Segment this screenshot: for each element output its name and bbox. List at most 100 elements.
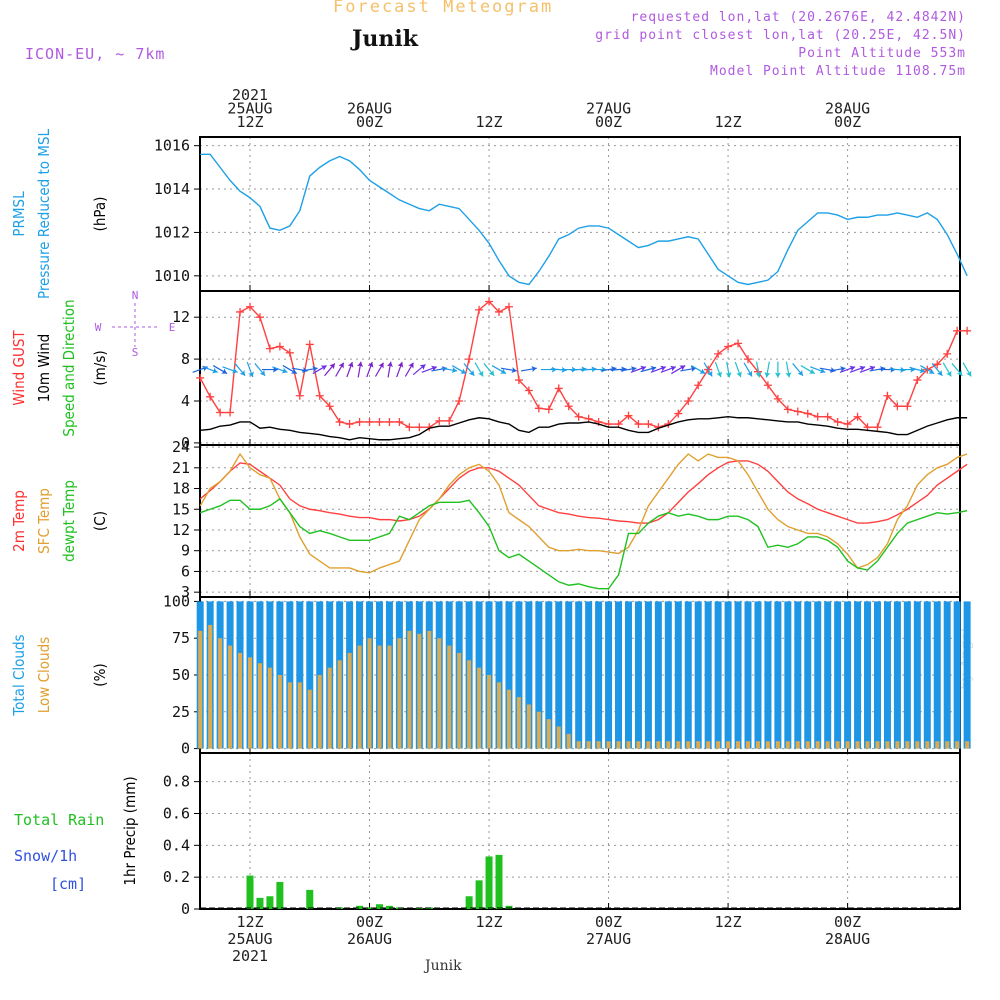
bar-low: [596, 741, 601, 749]
bar-rain: [485, 856, 493, 909]
gust-marker: [435, 416, 444, 425]
wind-arrow: [357, 361, 364, 378]
wind-arrow: [951, 363, 963, 377]
time-label-top: 26AUG: [347, 100, 392, 118]
wind-arrow: [931, 363, 943, 377]
precip-legend-item: [cm]: [50, 875, 86, 893]
bar-low: [616, 741, 621, 749]
gust-marker: [495, 307, 503, 316]
bar-rain: [475, 880, 483, 909]
gust-marker: [395, 417, 404, 426]
wind-arrow: [671, 365, 686, 375]
panel-4: 0 0.2 0.4 0.6 0.8 1hr Precip (mm) Total Rain Sn…: [14, 752, 961, 918]
bar-low: [337, 660, 342, 749]
time-label-bottom: 00Z: [356, 913, 383, 931]
bar-low: [805, 741, 810, 749]
bar-low: [875, 741, 880, 749]
bar-total: [286, 601, 294, 749]
y-axis-label: Wind GUST: [10, 330, 28, 406]
gust-marker: [684, 397, 693, 405]
wind-arrow: [387, 361, 393, 378]
wind-arrow: [404, 362, 414, 377]
gust-marker: [644, 420, 653, 429]
gust-marker: [544, 405, 553, 414]
bar-low: [267, 667, 272, 749]
gust-marker: [694, 381, 703, 390]
bar-low: [327, 667, 332, 749]
wind-arrow: [312, 365, 327, 375]
bar-total: [903, 601, 911, 749]
y-axis-label: Pressure Reduced to MSL: [35, 128, 53, 299]
bar-low: [238, 652, 243, 749]
y-tick-label: 0: [181, 900, 190, 918]
wind-arrow: [764, 361, 771, 378]
gust-marker: [226, 408, 235, 417]
wind-arrow: [254, 363, 266, 377]
y-axis-label: SFC Temp: [35, 488, 53, 554]
bar-total: [883, 601, 891, 749]
bar-total: [664, 601, 672, 749]
bar-low: [885, 741, 890, 749]
wind-arrow: [774, 361, 781, 378]
bar-low: [487, 675, 492, 749]
gust-marker: [385, 417, 394, 426]
y-tick-label: 18: [172, 480, 190, 498]
series-line-dewpt: [199, 497, 968, 590]
series-line-gust: [199, 300, 968, 428]
meteogram-title: Forecast Meteogram: [333, 0, 554, 17]
gust-marker: [803, 409, 812, 418]
y-tick-label: 9: [181, 542, 190, 560]
y-tick-label: 1010: [154, 267, 190, 285]
bar-low: [586, 741, 591, 749]
wind-arrow: [743, 362, 753, 377]
gust-marker: [305, 340, 314, 349]
bar-low: [218, 638, 223, 749]
series-line-sfc: [199, 452, 968, 574]
bar-total: [844, 601, 852, 749]
bar-low: [576, 741, 581, 749]
bar-total: [495, 601, 503, 749]
wind-arrow: [755, 361, 762, 378]
bar-total: [634, 601, 642, 749]
wind-arrow: [474, 362, 484, 377]
gust-marker: [405, 423, 414, 432]
gust-marker: [793, 407, 802, 416]
bar-low: [536, 711, 541, 749]
bar-total: [784, 601, 792, 749]
bar-rain: [375, 904, 383, 909]
bar-rain: [306, 889, 314, 909]
wind-arrow: [202, 366, 218, 374]
bar-low: [706, 741, 711, 749]
wind-arrow: [630, 365, 647, 373]
panel-1: 0 4 8 12 Wind GUST 10m Wind Speed and Directio…: [10, 289, 972, 452]
time-label-top: 28AUG: [825, 100, 870, 118]
bar-total: [624, 601, 632, 749]
wind-arrow: [272, 366, 288, 374]
wind-arrow: [962, 362, 972, 377]
y-axis-label: 10m Wind: [35, 334, 53, 403]
location-title: Junik: [352, 26, 418, 52]
compass-rose: N S W E: [95, 289, 176, 359]
time-label-bottom: 12Z: [715, 913, 742, 931]
bar-total: [615, 601, 623, 749]
y-tick-label: 0.2: [163, 868, 190, 886]
bar-low: [865, 741, 870, 749]
bar-low: [277, 675, 282, 749]
bar-low: [696, 741, 701, 749]
y-tick-label: 12: [172, 308, 190, 326]
bar-total: [933, 601, 941, 749]
wind-arrow: [301, 366, 318, 373]
y-axis-label: (m/s): [91, 350, 109, 385]
y-tick-label: 12: [172, 521, 190, 539]
bar-low: [208, 624, 213, 749]
wind-arrow: [690, 365, 706, 375]
bar-low: [755, 741, 760, 749]
wind-arrow: [920, 365, 935, 375]
y-tick-label: 100: [163, 592, 190, 610]
bar-low: [357, 645, 362, 749]
gust-marker: [843, 420, 852, 429]
point-altitude: Point Altitude 553m: [798, 46, 966, 61]
wind-arrow: [234, 363, 246, 377]
bar-total: [804, 601, 812, 749]
